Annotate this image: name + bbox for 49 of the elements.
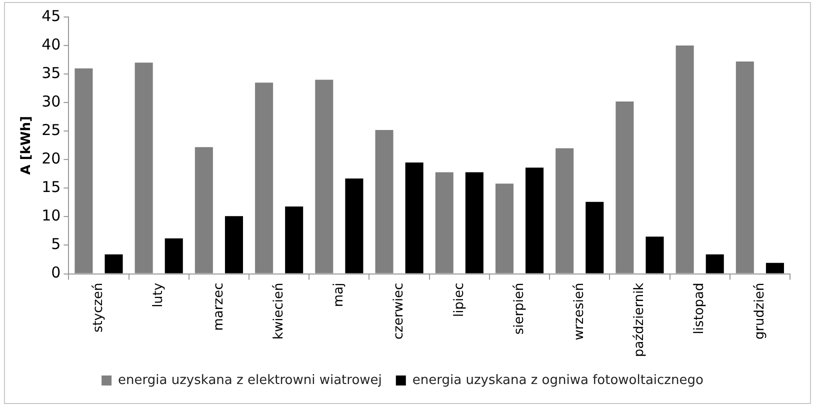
x-tick-label: listopad <box>692 282 708 334</box>
bar <box>766 262 784 274</box>
x-tick-label: październik <box>632 282 648 358</box>
x-tick-label: styczeń <box>91 282 106 333</box>
y-tick-label: 20 <box>42 150 61 168</box>
x-tick-label: luty <box>151 282 166 308</box>
bar <box>405 162 424 274</box>
bar <box>556 148 574 274</box>
x-tick-label: czerwiec <box>392 282 407 340</box>
bar <box>285 206 304 274</box>
bar <box>315 80 334 274</box>
y-tick-label: 10 <box>42 206 61 225</box>
y-axis-title: A [kWh] <box>19 116 34 175</box>
y-tick-label: 5 <box>51 235 61 254</box>
bar <box>616 101 634 274</box>
bar <box>465 172 484 274</box>
x-tick-label: grudzień <box>752 282 768 340</box>
bar <box>435 172 454 274</box>
bar <box>495 184 514 274</box>
bar <box>134 62 153 274</box>
legend-label: energia uzyskana z elektrowni wiatrowej <box>118 372 382 388</box>
bar <box>345 178 364 274</box>
y-tick-label: 15 <box>42 178 61 196</box>
y-tick-label: 40 <box>42 35 61 54</box>
bar <box>74 68 93 274</box>
y-tick-label: 30 <box>42 92 61 110</box>
x-tick-label: wrzesień <box>572 282 587 340</box>
x-tick-label: kwiecień <box>271 282 286 340</box>
bar <box>224 216 244 274</box>
bar <box>104 254 123 274</box>
bar <box>736 62 754 274</box>
bar <box>194 147 213 274</box>
x-tick-label: lipiec <box>452 282 467 318</box>
y-tick-label: 0 <box>51 264 61 282</box>
bar <box>164 238 183 274</box>
bar <box>375 130 394 274</box>
bar <box>586 202 604 274</box>
y-tick-label: 35 <box>42 64 61 82</box>
y-tick-label: 25 <box>42 121 61 140</box>
bar <box>706 254 724 274</box>
bar <box>526 168 544 274</box>
bar <box>255 82 274 274</box>
y-tick-label: 45 <box>42 6 61 25</box>
bar <box>676 46 694 274</box>
bar <box>646 236 664 274</box>
x-tick-label: marzec <box>211 282 226 331</box>
x-tick-label: sierpień <box>512 282 527 335</box>
x-tick-label: maj <box>332 282 347 308</box>
legend-label: energia uzyskana z ogniwa fotowoltaicznego <box>412 372 704 388</box>
